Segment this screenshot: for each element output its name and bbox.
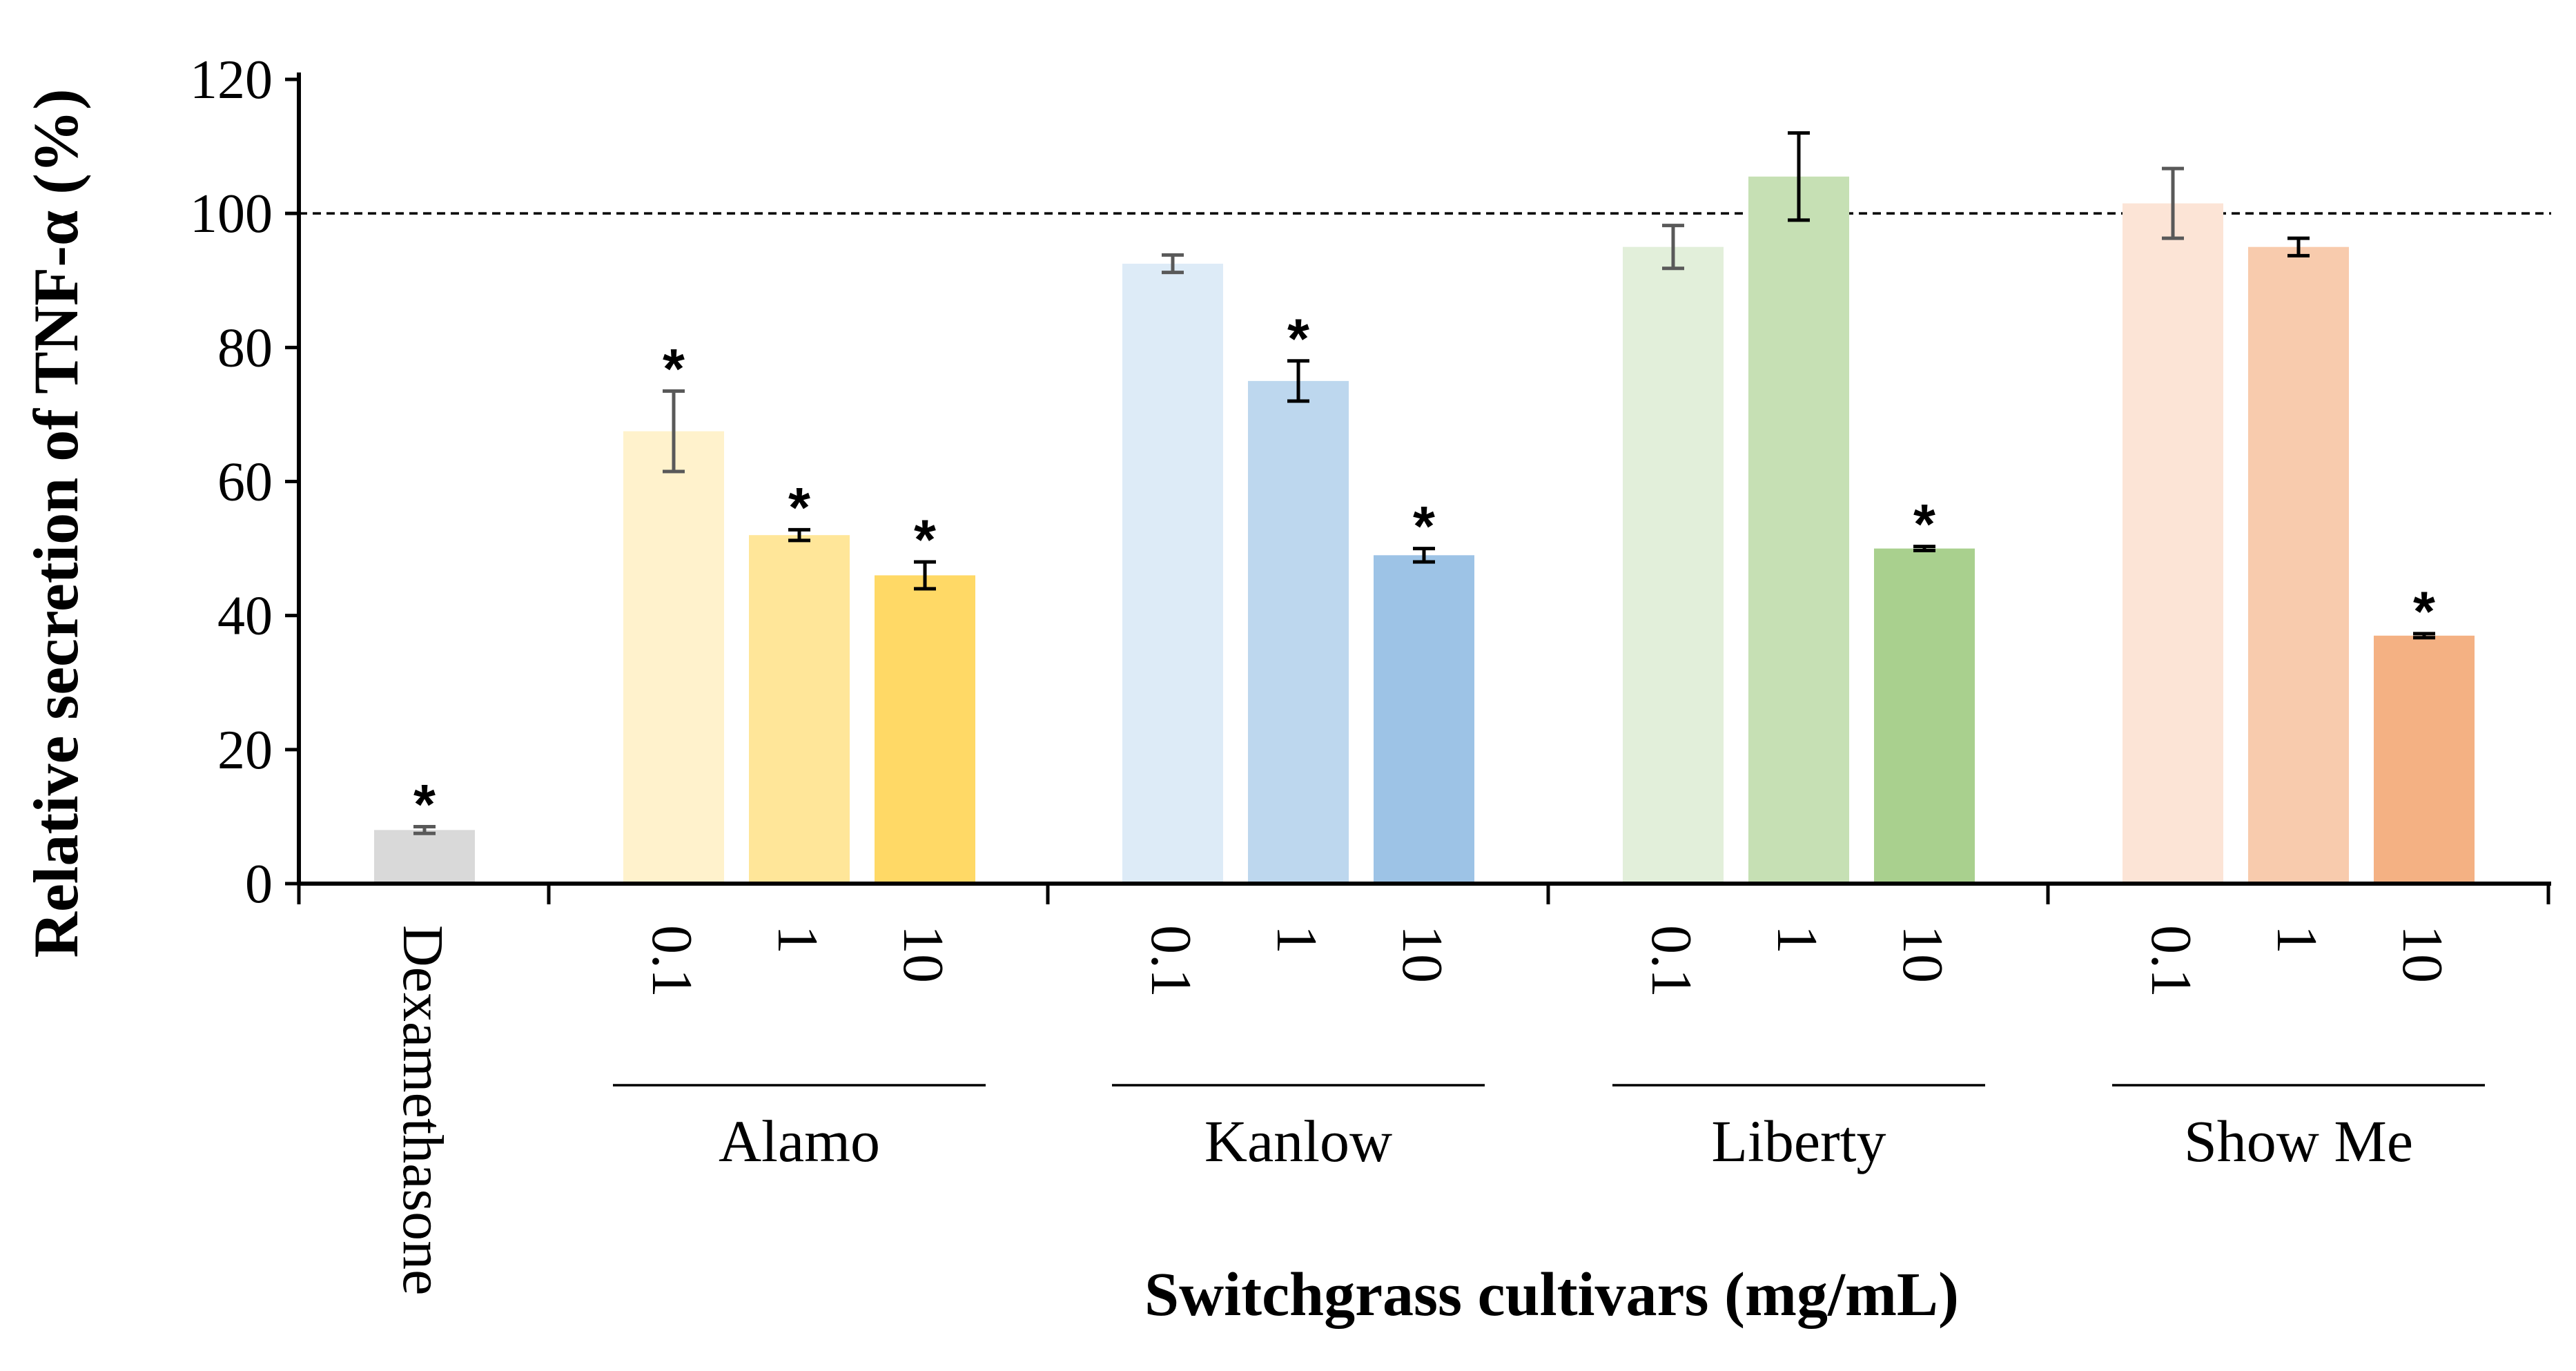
kanlow-dose-label: 0.1 bbox=[1139, 925, 1203, 998]
dexamethasone-label: Dexamethasone bbox=[391, 925, 455, 1295]
kanlow-dose-1-bar bbox=[1248, 380, 1349, 884]
show-me-group-label: Show Me bbox=[2184, 1108, 2413, 1174]
liberty-group-label: Liberty bbox=[1711, 1108, 1886, 1174]
x-axis-title: Switchgrass cultivars (mg/mL) bbox=[1144, 1261, 1959, 1329]
liberty-dose-0_1-bar bbox=[1623, 246, 1724, 884]
bars-layer bbox=[374, 131, 2475, 884]
labels-layer: 0 20 40 60 80 100 120 * Dexamethasone * 0.1 * 1 * 10 Al… bbox=[190, 50, 2455, 1295]
y-tick-label: 40 bbox=[217, 586, 273, 647]
y-tick-label: 80 bbox=[217, 318, 273, 378]
liberty-dose-label: 10 bbox=[1891, 925, 1955, 983]
alamo-dose-10-significance-mark: * bbox=[914, 509, 936, 572]
kanlow-dose-0_1-bar bbox=[1122, 263, 1223, 884]
kanlow-dose-10-significance-mark: * bbox=[1413, 496, 1435, 558]
liberty-dose-10-significance-mark: * bbox=[1913, 494, 1935, 556]
y-tick-label: 100 bbox=[190, 184, 273, 244]
y-axis-title: Relative secretion of TNF-α (%) bbox=[21, 89, 91, 958]
liberty-dose-label: 0.1 bbox=[1639, 925, 1704, 998]
show-me-dose-label: 1 bbox=[2265, 925, 2329, 954]
show-me-dose-label: 0.1 bbox=[2139, 925, 2203, 998]
alamo-dose-0_1-significance-mark: * bbox=[663, 338, 685, 400]
show-me-dose-10-significance-mark: * bbox=[2413, 581, 2435, 643]
dexamethasone-bar bbox=[374, 830, 475, 884]
show-me-dose-label: 10 bbox=[2390, 925, 2455, 983]
y-tick-label: 0 bbox=[245, 854, 273, 915]
alamo-dose-label: 0.1 bbox=[640, 925, 704, 998]
alamo-group-label: Alamo bbox=[719, 1108, 880, 1174]
kanlow-dose-1-significance-mark: * bbox=[1287, 308, 1309, 371]
y-tick-label: 120 bbox=[190, 50, 273, 110]
y-tick-label: 60 bbox=[217, 452, 273, 513]
kanlow-dose-10-bar bbox=[1374, 555, 1474, 884]
show-me-dose-1-bar bbox=[2248, 246, 2349, 884]
alamo-dose-0_1-bar bbox=[623, 431, 724, 884]
liberty-dose-1-bar bbox=[1748, 176, 1849, 884]
liberty-dose-label: 1 bbox=[1765, 925, 1829, 954]
alamo-dose-1-significance-mark: * bbox=[788, 476, 810, 539]
kanlow-group-label: Kanlow bbox=[1204, 1108, 1392, 1174]
liberty-dose-10-bar bbox=[1874, 548, 1975, 884]
axes-layer bbox=[285, 72, 2551, 1087]
alamo-dose-1-bar bbox=[749, 535, 850, 884]
alamo-dose-label: 1 bbox=[765, 925, 830, 954]
alamo-dose-10-bar bbox=[875, 575, 975, 884]
show-me-dose-0_1-bar bbox=[2123, 203, 2223, 884]
kanlow-dose-label: 10 bbox=[1390, 925, 1454, 983]
dexamethasone-significance-mark: * bbox=[413, 773, 436, 836]
alamo-dose-label: 10 bbox=[891, 925, 955, 983]
y-tick-label: 20 bbox=[217, 720, 273, 781]
kanlow-dose-label: 1 bbox=[1265, 925, 1329, 954]
show-me-dose-10-bar bbox=[2374, 635, 2475, 884]
